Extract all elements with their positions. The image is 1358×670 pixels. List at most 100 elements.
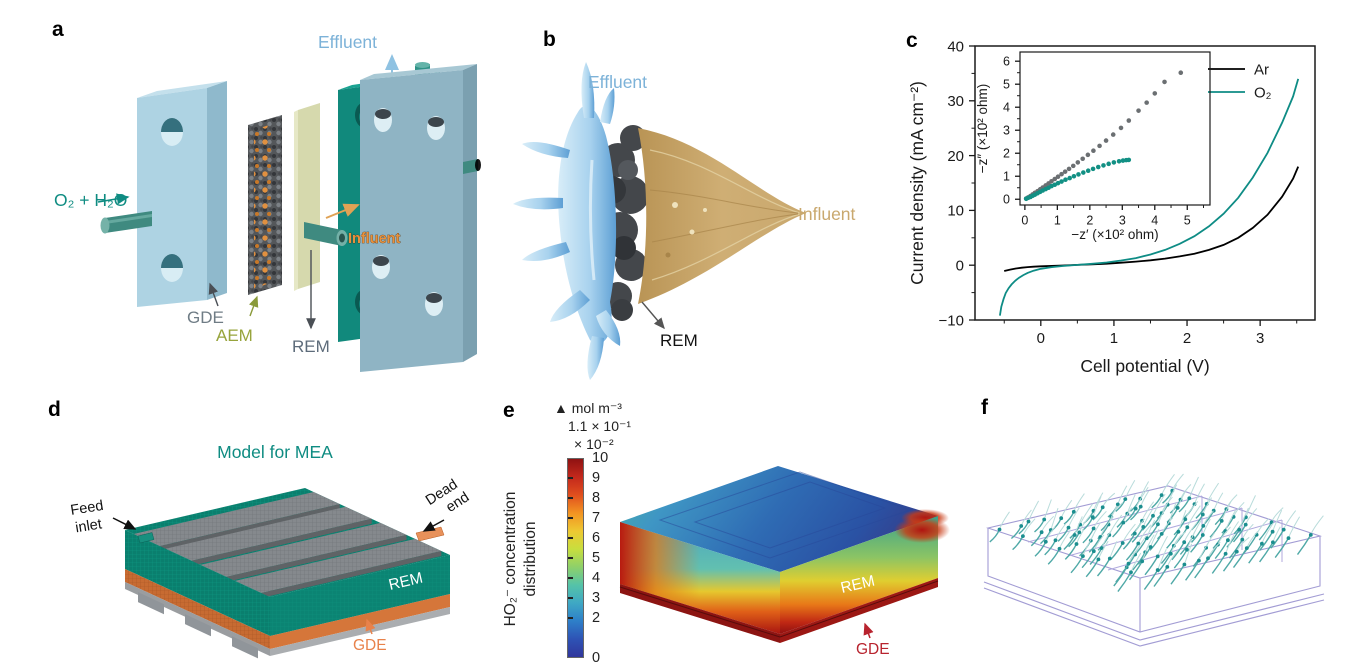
base-right: [270, 607, 450, 656]
rem-right-face-mesh: [270, 555, 450, 636]
svg-text:inlet: inlet: [74, 516, 103, 536]
svg-text:1: 1: [1054, 214, 1061, 228]
streamlines: [989, 473, 1324, 593]
svg-text:30: 30: [947, 93, 964, 110]
colorbar-tickmark: [568, 597, 573, 599]
svg-text:0: 0: [1021, 214, 1028, 228]
aem-pointer: [249, 295, 259, 317]
svg-text:6: 6: [1003, 55, 1010, 69]
svg-text:4: 4: [1151, 214, 1158, 228]
gde-strip-right: [780, 578, 938, 643]
panel-f: f: [950, 390, 1358, 670]
gde-layer: [248, 115, 282, 295]
cell-assembly-art: Effluent O₂ + H₂O Influent GDE AEM REM: [54, 32, 481, 372]
svg-text:3: 3: [1119, 214, 1126, 228]
colorbar-tickmark: [568, 617, 573, 619]
svg-text:10: 10: [947, 203, 964, 220]
gde-strip-left: [620, 584, 780, 643]
colorbar-tickmark: [568, 477, 573, 479]
panel-label-a: a: [52, 18, 64, 41]
svg-text:−10: −10: [939, 312, 964, 329]
svg-text:−z″ (×10² ohm): −z″ (×10² ohm): [975, 84, 990, 174]
feed-pipe: [100, 211, 152, 234]
svg-text:4: 4: [1003, 101, 1010, 115]
colorbar-tick: 4: [592, 570, 601, 586]
colorbar: [567, 458, 584, 658]
dead-end-arrow: [422, 519, 445, 532]
gde-strip-lines: [619, 580, 939, 638]
aem-label: AEM: [216, 326, 253, 345]
colorbar-tickmark: [568, 517, 573, 519]
panel-d: d: [20, 390, 470, 670]
colorbar-tick: 2: [592, 610, 601, 626]
svg-text:−z′ (×10² ohm): −z′ (×10² ohm): [1071, 227, 1158, 242]
gde-left-face: [125, 569, 270, 649]
streamline-art: [983, 473, 1325, 647]
serpentine-outline: [658, 471, 912, 559]
colorbar-tick: 8: [592, 490, 601, 506]
svg-text:3: 3: [1256, 330, 1264, 347]
svg-text:Ar: Ar: [1254, 61, 1269, 78]
influent-funnel: [638, 128, 806, 304]
gde-right-face: [270, 594, 450, 649]
gde-face-label: GDE: [353, 637, 387, 654]
gde-arrow: [863, 622, 874, 639]
panel-c: c 0 1 2 3 −10 0 10 20 30 40 Cell potential (V) Curr…: [890, 20, 1358, 385]
aem-layer: [294, 103, 320, 291]
svg-text:3: 3: [1003, 124, 1010, 138]
influent-pipe: [304, 222, 348, 246]
dead-end-label: Dead end: [423, 476, 470, 515]
svg-text:0: 0: [1037, 330, 1045, 347]
feed-inlet-arrow: [112, 517, 137, 530]
svg-text:2: 2: [1183, 330, 1191, 347]
panel-label-e: e: [503, 399, 515, 422]
svg-text:Feed: Feed: [69, 498, 104, 519]
panel-a: a: [20, 10, 500, 382]
colorbar-tick: 6: [592, 530, 601, 546]
feed-arrow: [97, 193, 130, 205]
influent-label: Influent: [348, 231, 401, 247]
rem-flow-art: Effluent Influent REM: [513, 62, 856, 380]
panel-label-d: d: [48, 398, 61, 421]
gde-pointer: [208, 282, 219, 307]
colorbar-tick: 7: [592, 510, 601, 526]
svg-text:0: 0: [1003, 193, 1010, 207]
colorbar-tick: 3: [592, 590, 601, 606]
colorbar-unit: ▲ mol m⁻³: [554, 400, 622, 416]
rem-pointer: [641, 301, 665, 330]
influent-label: Influent: [798, 204, 856, 224]
rem-label: REM: [660, 331, 698, 350]
panel-e: e ▲ mol m⁻³ 1.1 × 10⁻¹ × 10⁻² HO₂⁻ conce…: [470, 390, 950, 670]
colorbar-tickmark: [568, 557, 573, 559]
gde-label: GDE: [187, 308, 224, 327]
panel-label-c: c: [906, 29, 918, 52]
right-hotspot: [894, 517, 950, 543]
right-endplate: [360, 64, 481, 372]
mea-model-art: Model for MEA Feed inlet Dead end REM GD…: [69, 442, 470, 659]
model-title: Model for MEA: [217, 442, 333, 462]
effluent-label: Effluent: [318, 32, 377, 52]
colorbar-max: 1.1 × 10⁻¹: [568, 418, 632, 434]
svg-text:1: 1: [1110, 330, 1118, 347]
feet: [138, 592, 258, 659]
panel-label-b: b: [543, 28, 556, 51]
svg-text:O₂: O₂: [1254, 84, 1272, 101]
svg-text:2: 2: [1003, 147, 1010, 161]
influent-arrow: [325, 203, 360, 219]
splash-highlight: [588, 159, 596, 281]
panel-b: b: [500, 10, 900, 382]
svg-text:Current density (mA cm⁻²): Current density (mA cm⁻²): [907, 81, 927, 285]
channel-strips: [133, 492, 442, 598]
colorbar-tickmark: [568, 577, 573, 579]
left-endplate: [137, 81, 227, 307]
svg-text:Cell potential (V): Cell potential (V): [1080, 356, 1209, 376]
heatmap-right-face: [780, 516, 938, 634]
svg-text:5: 5: [1184, 214, 1191, 228]
gde-label: GDE: [856, 641, 890, 658]
svg-text:20: 20: [947, 148, 964, 165]
panel-label-f: f: [981, 396, 988, 419]
wireframe-box: [983, 485, 1325, 647]
svg-text:0: 0: [956, 257, 964, 274]
